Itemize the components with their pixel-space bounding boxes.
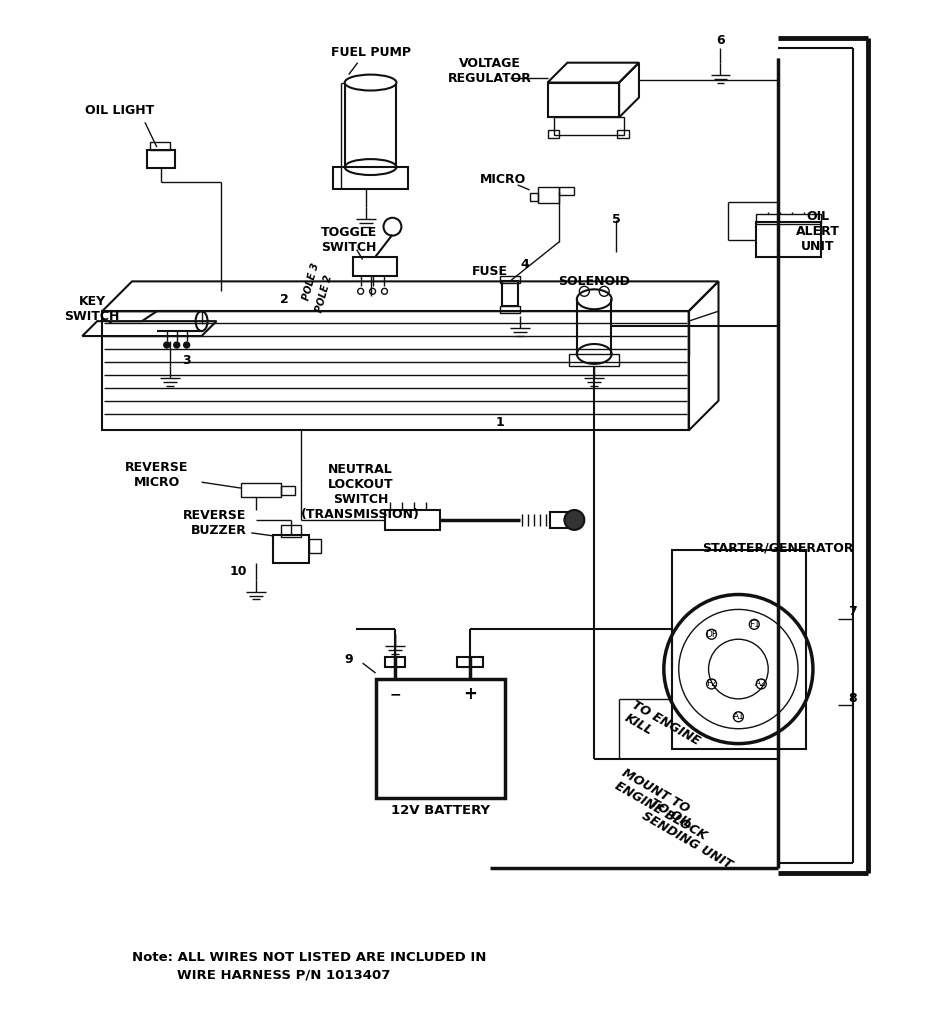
Bar xyxy=(150,142,169,151)
Bar xyxy=(756,214,821,223)
Text: 9: 9 xyxy=(344,652,353,666)
Text: OIL LIGHT: OIL LIGHT xyxy=(85,103,154,117)
Text: FUEL PUMP: FUEL PUMP xyxy=(330,46,411,59)
Text: MICRO: MICRO xyxy=(479,173,526,186)
Text: VOLTAGE
REGULATOR: VOLTAGE REGULATOR xyxy=(448,56,532,85)
Text: 1: 1 xyxy=(495,416,505,429)
Text: MOUNT TO
ENGINE BLOCK: MOUNT TO ENGINE BLOCK xyxy=(612,766,716,843)
Text: SOLENOID: SOLENOID xyxy=(558,274,630,288)
Text: POLE 3: POLE 3 xyxy=(301,261,321,301)
Text: NEUTRAL
LOCKOUT
SWITCH
(TRANSMISSION): NEUTRAL LOCKOUT SWITCH (TRANSMISSION) xyxy=(301,463,420,521)
Bar xyxy=(500,276,519,284)
Text: 3: 3 xyxy=(183,354,191,368)
Bar xyxy=(554,118,624,135)
Bar xyxy=(537,187,560,203)
Circle shape xyxy=(164,342,169,348)
Text: FUSE: FUSE xyxy=(472,265,508,278)
Bar xyxy=(548,130,560,138)
Bar xyxy=(273,535,309,563)
Bar xyxy=(756,222,821,257)
Text: 5: 5 xyxy=(612,213,621,226)
Bar xyxy=(560,187,575,195)
Text: −: − xyxy=(389,687,402,700)
Text: A2: A2 xyxy=(755,680,768,688)
Text: TOGGLE
SWITCH: TOGGLE SWITCH xyxy=(321,225,377,254)
Text: POLE 2: POLE 2 xyxy=(314,273,333,313)
Text: +: + xyxy=(463,685,477,702)
Bar xyxy=(309,539,321,553)
Text: A1: A1 xyxy=(733,713,744,721)
Ellipse shape xyxy=(344,75,397,90)
Bar xyxy=(241,483,281,497)
Text: 10: 10 xyxy=(229,565,247,579)
Bar xyxy=(457,657,483,667)
Text: TO OIL
SENDING UNIT: TO OIL SENDING UNIT xyxy=(640,796,742,871)
Circle shape xyxy=(174,342,180,348)
Text: 6: 6 xyxy=(716,35,724,47)
Text: F1: F1 xyxy=(749,620,760,629)
Circle shape xyxy=(564,510,584,529)
Text: KEY
SWITCH: KEY SWITCH xyxy=(65,295,120,324)
Bar xyxy=(333,167,408,189)
Bar xyxy=(530,193,537,201)
Bar xyxy=(386,657,405,667)
Text: OIL
ALERT
UNIT: OIL ALERT UNIT xyxy=(796,210,840,253)
Text: Note: ALL WIRES NOT LISTED ARE INCLUDED IN: Note: ALL WIRES NOT LISTED ARE INCLUDED … xyxy=(132,951,487,964)
Text: 12V BATTERY: 12V BATTERY xyxy=(390,804,490,817)
Text: REVERSE
MICRO: REVERSE MICRO xyxy=(125,461,188,489)
Bar xyxy=(500,306,519,313)
Text: 7: 7 xyxy=(848,605,857,617)
Text: REVERSE
BUZZER: REVERSE BUZZER xyxy=(183,509,246,537)
Bar xyxy=(569,354,619,366)
Text: 8: 8 xyxy=(848,692,857,706)
Bar xyxy=(375,679,505,799)
Bar xyxy=(617,130,629,138)
Text: DF: DF xyxy=(706,630,718,639)
Circle shape xyxy=(183,342,190,348)
Bar xyxy=(281,486,295,495)
Text: STARTER/GENERATOR: STARTER/GENERATOR xyxy=(702,542,854,554)
Bar xyxy=(353,257,398,276)
Text: 4: 4 xyxy=(520,258,529,271)
Bar xyxy=(386,510,440,529)
Bar xyxy=(147,151,175,168)
Text: F2: F2 xyxy=(706,680,717,688)
Bar xyxy=(281,525,301,537)
Text: 2: 2 xyxy=(280,293,288,306)
Text: TO ENGINE
KILL: TO ENGINE KILL xyxy=(622,698,702,761)
Text: WIRE HARNESS P/N 1013407: WIRE HARNESS P/N 1013407 xyxy=(177,969,390,982)
Bar xyxy=(549,512,567,528)
Bar xyxy=(502,282,518,306)
